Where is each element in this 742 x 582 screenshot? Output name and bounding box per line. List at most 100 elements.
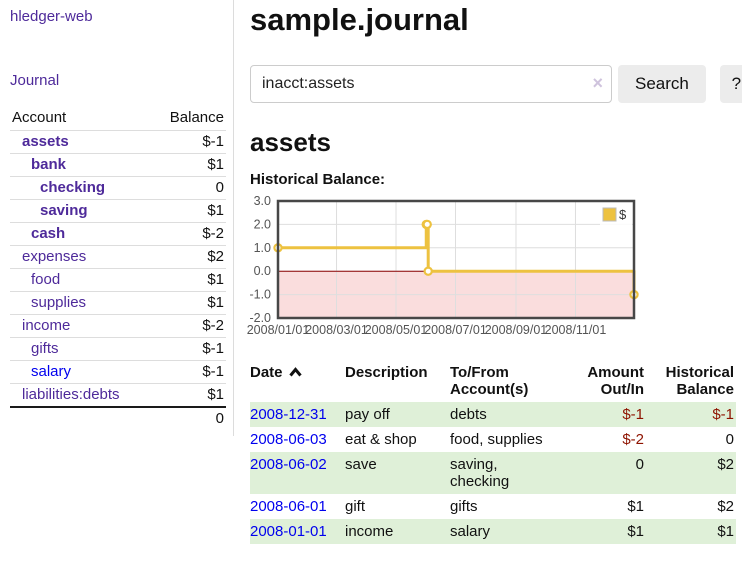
account-link-income[interactable]: income xyxy=(22,317,71,334)
transaction-balance: $1 xyxy=(717,523,734,540)
account-row: supplies $1 xyxy=(10,291,226,315)
transaction-description: save xyxy=(345,456,377,473)
transaction-date-link[interactable]: 2008-12-31 xyxy=(250,406,327,423)
transaction-amount: $-1 xyxy=(622,406,644,423)
account-link-checking[interactable]: checking xyxy=(40,179,106,196)
historical-balance-chart: 3.0 2.0 1.0 0.0 -1.0 -2.0 2008/01/01 2008/03/01… xyxy=(247,194,742,342)
transaction-description: eat & shop xyxy=(345,431,417,448)
register-header-accounts: To/From Account(s) xyxy=(450,364,529,398)
account-row: saving $1 xyxy=(10,199,226,223)
clear-search-icon[interactable]: × xyxy=(592,73,603,93)
accounts-total-value: 0 xyxy=(151,406,226,430)
transaction-description: income xyxy=(345,523,394,540)
register-row[interactable]: 2008-06-02 save saving, checking 0 $2 xyxy=(250,452,736,494)
transaction-accounts: food, supplies xyxy=(450,431,543,448)
register-table: Date Description To/From Account(s) Amou… xyxy=(250,360,736,544)
account-balance: $1 xyxy=(151,383,226,407)
svg-text:2008/09/01: 2008/09/01 xyxy=(485,323,548,337)
app-root: hledger-web Journal Account Balance asse… xyxy=(0,0,742,544)
account-title: assets xyxy=(250,127,331,157)
help-button[interactable]: ? xyxy=(719,65,742,103)
account-link-assets[interactable]: assets xyxy=(22,133,69,150)
account-row: cash $-2 xyxy=(10,222,226,246)
transaction-amount: 0 xyxy=(635,456,644,473)
register-header-description: Description xyxy=(345,364,428,381)
account-link-expenses[interactable]: expenses xyxy=(22,248,87,265)
svg-text:2008/11/01: 2008/11/01 xyxy=(545,323,607,337)
svg-text:2008/01/01: 2008/01/01 xyxy=(247,323,310,337)
account-balance: 0 xyxy=(151,176,226,200)
register-header-balance: Historical Balance xyxy=(665,364,734,398)
register-header-row: Date Description To/From Account(s) Amou… xyxy=(250,360,736,402)
register-row[interactable]: 2008-01-01 income salary $1 $1 xyxy=(250,519,736,544)
register-row[interactable]: 2008-12-31 pay off debts $-1 $-1 xyxy=(250,402,736,427)
brand-link[interactable]: hledger-web xyxy=(10,8,93,25)
accounts-header-account: Account xyxy=(12,109,67,126)
transaction-description: pay off xyxy=(345,406,390,423)
transaction-amount: $1 xyxy=(627,498,644,515)
account-row: gifts $-1 xyxy=(10,337,226,361)
chart-label: Historical Balance: xyxy=(250,171,386,188)
search-input[interactable] xyxy=(250,65,612,103)
account-balance: $-1 xyxy=(151,360,226,384)
account-row: food $1 xyxy=(10,268,226,292)
account-balance: $-1 xyxy=(151,130,226,154)
transaction-description: gift xyxy=(345,498,366,515)
sidebar-item-journal[interactable]: Journal xyxy=(10,72,60,89)
account-link-cash[interactable]: cash xyxy=(31,225,66,242)
chart-legend: $ xyxy=(602,207,627,222)
search-button[interactable]: Search xyxy=(618,65,706,103)
sidebar: hledger-web Journal Account Balance asse… xyxy=(0,0,234,544)
account-link-bank[interactable]: bank xyxy=(31,156,67,173)
account-link-gifts[interactable]: gifts xyxy=(31,340,59,357)
transaction-date-link[interactable]: 2008-01-01 xyxy=(250,523,327,540)
account-link-liabilities-debts[interactable]: liabilities:debts xyxy=(22,386,120,403)
transaction-accounts: debts xyxy=(450,406,487,423)
accounts-header-balance: Balance xyxy=(169,109,224,126)
register-header-amount: Amount Out/In xyxy=(587,364,644,398)
account-balance: $-2 xyxy=(151,222,226,246)
transaction-date-link[interactable]: 2008-06-01 xyxy=(250,498,327,515)
svg-text:2008/05/01: 2008/05/01 xyxy=(365,323,428,337)
account-balance: $1 xyxy=(151,153,226,177)
sidebar-divider xyxy=(233,0,234,436)
account-link-supplies[interactable]: supplies xyxy=(31,294,87,311)
svg-text:-1.0: -1.0 xyxy=(249,288,271,302)
account-row: income $-2 xyxy=(10,314,226,338)
svg-text:-2.0: -2.0 xyxy=(249,311,271,325)
accounts-table: Account Balance assets $-1 bank $1 check… xyxy=(10,106,226,430)
svg-text:1.0: 1.0 xyxy=(254,241,271,255)
account-row: bank $1 xyxy=(10,153,226,177)
account-balance: $1 xyxy=(151,199,226,223)
svg-text:3.0: 3.0 xyxy=(254,194,271,208)
account-link-salary[interactable]: salary xyxy=(31,363,72,380)
account-link-saving[interactable]: saving xyxy=(40,202,88,219)
account-row: salary $-1 xyxy=(10,360,226,384)
account-link-food[interactable]: food xyxy=(31,271,61,288)
transaction-accounts: gifts xyxy=(450,498,478,515)
account-balance: $-2 xyxy=(151,314,226,338)
transaction-amount: $-2 xyxy=(622,431,644,448)
svg-text:0.0: 0.0 xyxy=(254,264,271,278)
transaction-balance: $2 xyxy=(717,456,734,473)
transaction-accounts: salary xyxy=(450,523,491,540)
register-header-date[interactable]: Date xyxy=(250,360,345,402)
transaction-accounts: saving, checking xyxy=(450,456,510,490)
register-row[interactable]: 2008-06-03 eat & shop food, supplies $-2… xyxy=(250,427,736,452)
transaction-amount: $1 xyxy=(627,523,644,540)
page-title: sample.journal xyxy=(250,2,469,37)
account-balance: $1 xyxy=(151,268,226,292)
svg-text:2008/03/01: 2008/03/01 xyxy=(305,323,368,337)
svg-text:2008/07/01: 2008/07/01 xyxy=(424,323,487,337)
transaction-date-link[interactable]: 2008-06-02 xyxy=(250,456,327,473)
transaction-balance: $2 xyxy=(717,498,734,515)
register-row[interactable]: 2008-06-01 gift gifts $1 $2 xyxy=(250,494,736,519)
accounts-total-row: 0 xyxy=(10,406,226,430)
account-row: expenses $2 xyxy=(10,245,226,269)
sort-ascending-icon xyxy=(288,367,302,377)
transaction-date-link[interactable]: 2008-06-03 xyxy=(250,431,327,448)
account-row: checking 0 xyxy=(10,176,226,200)
main-content: sample.journal × Search ? assets Histori… xyxy=(234,0,742,544)
search-form: × Search ? xyxy=(250,65,742,103)
account-balance: $2 xyxy=(151,245,226,269)
